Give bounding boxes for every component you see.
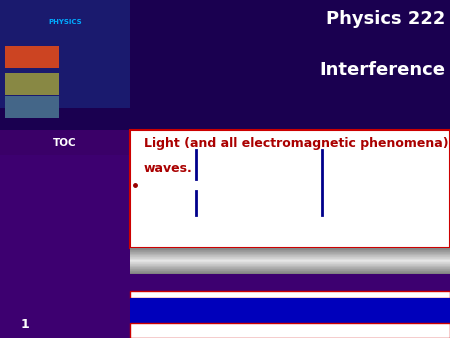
Bar	[130, 258, 450, 259]
Bar	[130, 262, 450, 263]
Bar	[130, 263, 450, 264]
Bar	[130, 264, 450, 265]
Bar	[130, 291, 450, 298]
Text: 1: 1	[20, 318, 29, 331]
Bar	[0, 0, 450, 130]
Bar	[4, 46, 59, 68]
Bar	[130, 259, 450, 260]
Bar	[130, 248, 450, 249]
Bar	[130, 270, 450, 271]
Text: Interference: Interference	[320, 61, 446, 79]
Bar	[130, 267, 450, 268]
Bar	[130, 271, 450, 272]
Bar	[0, 130, 130, 155]
Bar	[130, 254, 450, 255]
Bar	[130, 257, 450, 258]
Text: Physics 222: Physics 222	[326, 10, 446, 28]
Bar	[130, 260, 450, 261]
Bar	[130, 266, 450, 267]
Bar	[130, 269, 450, 270]
Bar	[130, 298, 450, 323]
Bar	[130, 273, 450, 274]
Bar	[130, 250, 450, 251]
Bar	[130, 255, 450, 256]
Bar	[0, 0, 130, 108]
Bar	[130, 130, 450, 248]
Text: PHYSICS: PHYSICS	[48, 19, 82, 25]
Text: TOC: TOC	[53, 138, 77, 148]
Bar	[130, 249, 450, 250]
Bar	[130, 251, 450, 252]
Bar	[130, 323, 450, 338]
Text: waves.: waves.	[144, 162, 192, 175]
Bar	[130, 261, 450, 262]
Bar	[130, 268, 450, 269]
Bar	[130, 272, 450, 273]
Bar	[130, 253, 450, 254]
Bar	[130, 265, 450, 266]
Bar	[4, 96, 59, 118]
Bar	[4, 73, 59, 95]
Text: Light (and all electromagnetic phenomena) is made up of: Light (and all electromagnetic phenomena…	[144, 137, 450, 150]
Bar	[130, 256, 450, 257]
Bar	[130, 252, 450, 253]
